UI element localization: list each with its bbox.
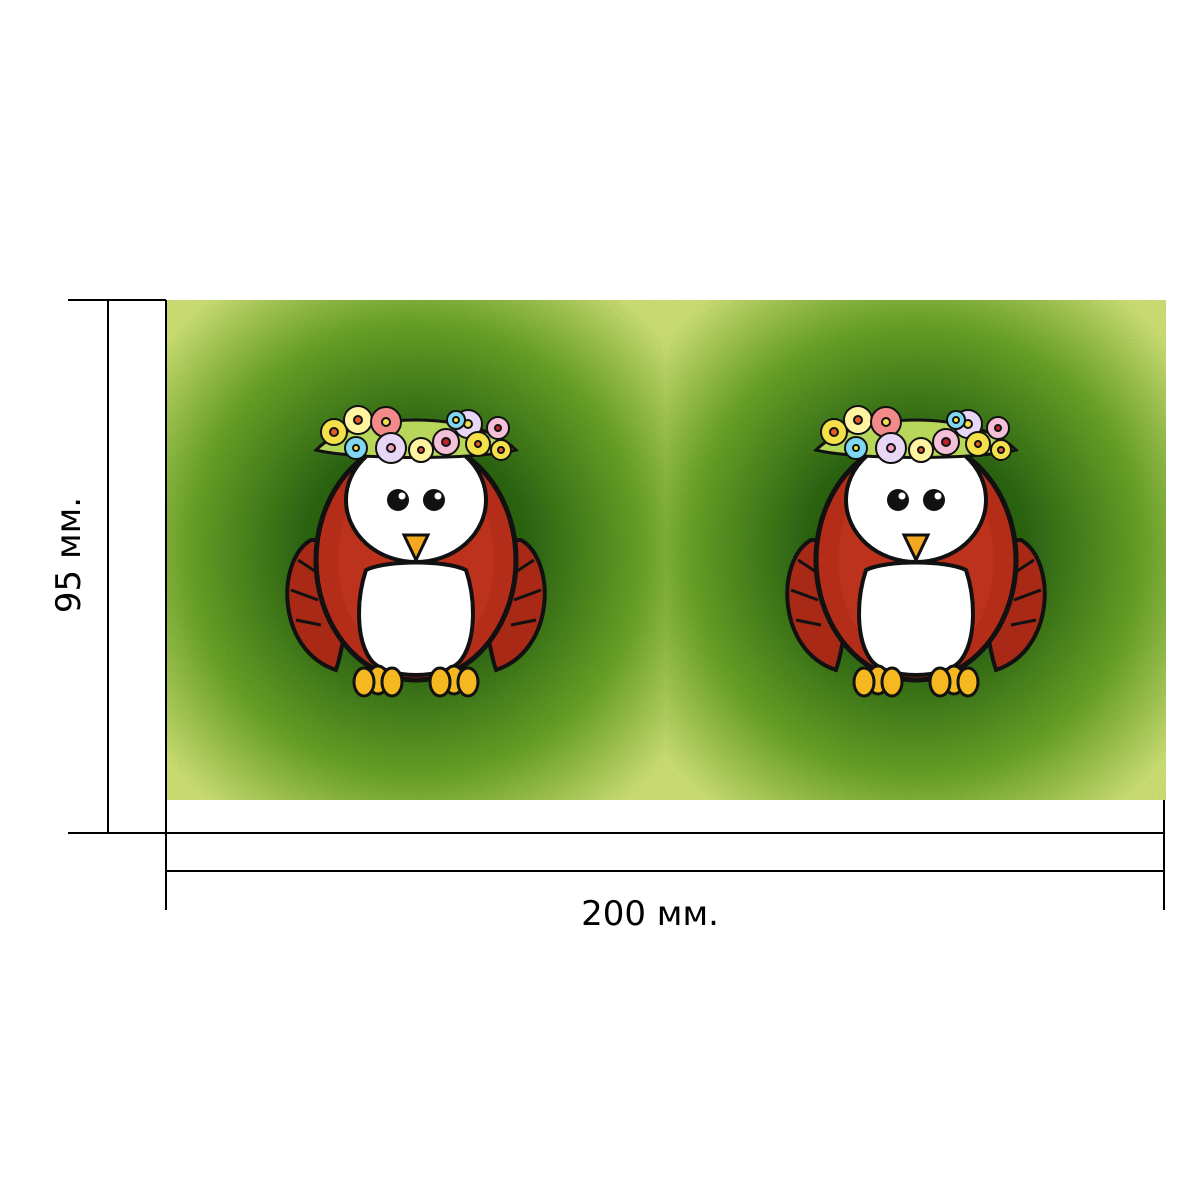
owl-icon-right [787,406,1044,696]
height-label: 95 мм. [49,497,89,613]
owl-icon-left [287,406,544,696]
height-dimension [68,299,167,834]
width-label: 200 мм. [581,894,719,934]
design-area [166,300,1166,800]
width-dimension [165,800,1165,910]
